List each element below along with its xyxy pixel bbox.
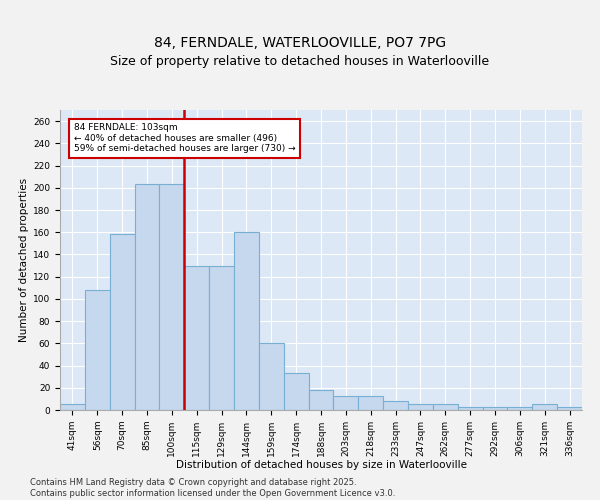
Y-axis label: Number of detached properties: Number of detached properties: [19, 178, 29, 342]
Text: 84, FERNDALE, WATERLOOVILLE, PO7 7PG: 84, FERNDALE, WATERLOOVILLE, PO7 7PG: [154, 36, 446, 50]
Bar: [284, 374, 308, 410]
Bar: [110, 234, 134, 410]
Text: Contains HM Land Registry data © Crown copyright and database right 2025.
Contai: Contains HM Land Registry data © Crown c…: [30, 478, 395, 498]
Bar: [259, 344, 284, 410]
Bar: [234, 232, 259, 410]
Bar: [508, 406, 532, 410]
Bar: [408, 404, 433, 410]
Bar: [85, 290, 110, 410]
Bar: [433, 404, 458, 410]
Bar: [209, 266, 234, 410]
Bar: [184, 266, 209, 410]
Bar: [334, 396, 358, 410]
Bar: [557, 406, 582, 410]
Bar: [532, 404, 557, 410]
Bar: [160, 184, 184, 410]
Bar: [134, 184, 160, 410]
Bar: [358, 396, 383, 410]
Text: 84 FERNDALE: 103sqm
← 40% of detached houses are smaller (496)
59% of semi-detac: 84 FERNDALE: 103sqm ← 40% of detached ho…: [74, 124, 295, 153]
Text: Size of property relative to detached houses in Waterlooville: Size of property relative to detached ho…: [110, 54, 490, 68]
Bar: [60, 404, 85, 410]
Bar: [482, 406, 508, 410]
Bar: [308, 390, 334, 410]
X-axis label: Distribution of detached houses by size in Waterlooville: Distribution of detached houses by size …: [176, 460, 467, 470]
Bar: [383, 401, 408, 410]
Bar: [458, 406, 482, 410]
